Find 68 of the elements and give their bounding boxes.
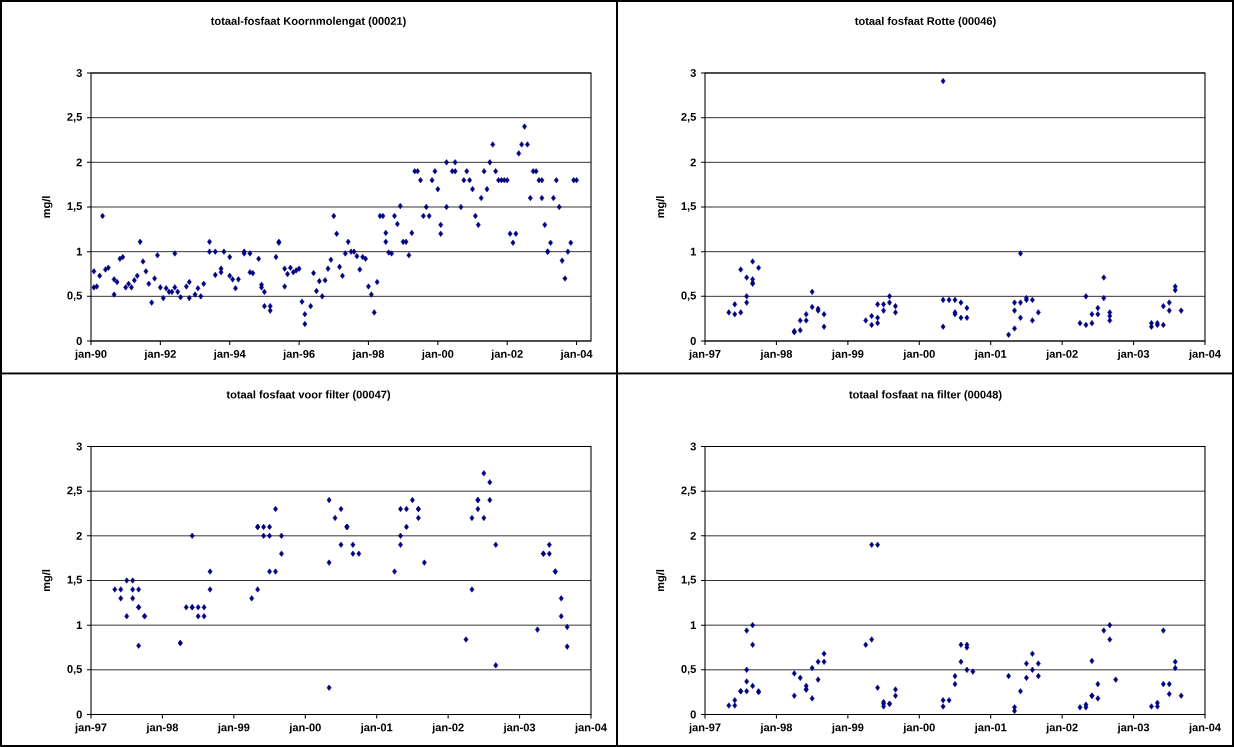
- y-tick-label: 2,5: [67, 112, 82, 123]
- x-tick-label: jan-99: [217, 723, 250, 734]
- y-tick-label: 0,5: [67, 665, 82, 675]
- x-tick-label: jan-97: [688, 723, 721, 734]
- y-tick-label: 0: [76, 710, 82, 719]
- y-tick-label: 1,5: [681, 202, 696, 212]
- x-tick-label: jan-01: [974, 349, 1007, 361]
- y-tick-label: 1: [690, 621, 696, 629]
- y-tick-label: 0,5: [681, 665, 696, 675]
- chart-title: totaal fosfaat Rotte (00046): [854, 16, 996, 28]
- y-tick-label: 3: [76, 442, 82, 451]
- y-tick-label: 2: [76, 531, 82, 540]
- y-tick-label: 0,5: [681, 291, 696, 302]
- y-axis-title: mg/l: [42, 569, 53, 592]
- x-tick-label: jan-02: [1045, 723, 1078, 734]
- y-tick-label: 1,5: [681, 575, 696, 586]
- y-tick-label: 0: [690, 710, 696, 719]
- x-tick-label: jan-97: [74, 723, 107, 734]
- x-tick-label: jan-03: [1117, 349, 1150, 361]
- y-tick-label: 1,5: [67, 575, 82, 586]
- y-tick-label: 1: [76, 621, 82, 629]
- x-tick-label: jan-97: [688, 349, 721, 361]
- y-tick-label: 2,5: [681, 112, 696, 123]
- chart-title: totaal-fosfaat Koornmolengat (00021): [210, 16, 406, 28]
- x-tick-label: jan-04: [1188, 349, 1221, 361]
- x-tick-label: jan-98: [352, 349, 385, 361]
- y-axis-title: mg/l: [42, 196, 53, 218]
- x-tick-label: jan-99: [831, 349, 864, 361]
- y-axis-title: mg/l: [656, 196, 667, 218]
- y-tick-label: 0: [76, 337, 82, 345]
- x-tick-label: jan-00: [289, 723, 321, 734]
- x-tick-label: jan-01: [360, 723, 393, 734]
- x-tick-label: jan-04: [574, 723, 607, 734]
- x-tick-label: jan-00: [421, 349, 454, 361]
- y-axis-title: mg/l: [656, 569, 667, 592]
- x-tick-label: jan-90: [74, 349, 107, 361]
- x-tick-label: jan-02: [431, 723, 464, 734]
- x-tick-label: jan-98: [760, 349, 793, 361]
- x-tick-label: jan-04: [560, 349, 593, 361]
- y-tick-label: 2: [690, 158, 696, 167]
- x-tick-label: jan-94: [213, 349, 246, 361]
- y-tick-label: 0,5: [67, 291, 82, 302]
- y-tick-label: 1: [76, 247, 82, 256]
- chart-title: totaal fosfaat voor filter (00047): [226, 390, 391, 401]
- y-tick-label: 2: [690, 531, 696, 540]
- y-tick-label: 2: [76, 158, 82, 167]
- y-tick-label: 1,5: [67, 202, 82, 212]
- y-tick-label: 2,5: [681, 486, 696, 496]
- x-tick-label: jan-96: [282, 349, 315, 361]
- y-tick-label: 1: [690, 247, 696, 256]
- x-tick-label: jan-00: [903, 349, 935, 361]
- x-tick-label: jan-03: [503, 723, 536, 734]
- x-tick-label: jan-02: [1045, 349, 1078, 361]
- x-tick-label: jan-04: [1188, 723, 1221, 734]
- y-tick-label: 3: [690, 442, 696, 451]
- x-tick-label: jan-92: [144, 349, 176, 361]
- x-tick-label: jan-99: [831, 723, 864, 734]
- x-tick-label: jan-98: [146, 723, 179, 734]
- y-tick-label: 0: [690, 337, 696, 345]
- x-tick-label: jan-03: [1117, 723, 1150, 734]
- x-tick-label: jan-98: [760, 723, 793, 734]
- y-tick-label: 3: [690, 69, 696, 77]
- x-tick-label: jan-01: [974, 723, 1007, 734]
- x-tick-label: jan-00: [903, 723, 935, 734]
- x-tick-label: jan-02: [491, 349, 523, 361]
- y-tick-label: 3: [76, 69, 82, 77]
- chart-title: totaal fosfaat na filter (00048): [849, 390, 1002, 401]
- y-tick-label: 2,5: [67, 486, 82, 496]
